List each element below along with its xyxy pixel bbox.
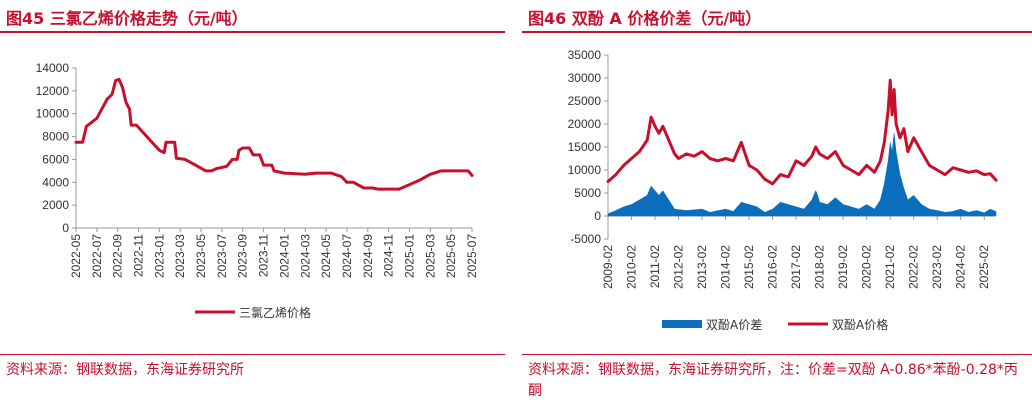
x-tick-label: 2016-02 — [766, 245, 780, 289]
title-rule — [0, 31, 505, 33]
source-rule — [0, 354, 505, 355]
y-tick-label: 15000 — [568, 140, 602, 154]
x-tick-label: 2013-02 — [695, 245, 709, 289]
x-tick-label: 2024-02 — [954, 245, 968, 289]
x-tick-label: 2023-09 — [236, 234, 250, 278]
trichloroethylene-price-chart: 0 2000 4000 6000 8000 10000 12000 14000 2022-05 2… — [36, 61, 479, 320]
x-tick-label: 2017-02 — [789, 245, 803, 289]
x-tick-label: 2025-07 — [465, 234, 479, 278]
y-tick-label: 10000 — [36, 107, 70, 121]
x-tick-label: 2023-05 — [194, 234, 208, 278]
x-tick-label: 2022-02 — [907, 245, 921, 289]
y-tick-label: 25000 — [568, 94, 602, 108]
x-tick-label: 2024-11 — [382, 234, 396, 277]
x-tick-label: 2024-05 — [319, 234, 333, 278]
x-tick-label: 2011-02 — [648, 245, 662, 288]
legend-label: 双酚A价差 — [706, 318, 762, 332]
x-tick-label: 2024-07 — [340, 234, 354, 278]
x-tick-label: 2009-02 — [601, 245, 615, 289]
x-tick-label: 2022-05 — [69, 234, 83, 278]
bisphenol-a-price-spread-chart: -5000 0 5000 10000 15000 20000 25000 30000 35000… — [568, 48, 998, 332]
x-tick-label: 2023-07 — [215, 234, 229, 278]
source-rule — [522, 354, 1032, 355]
x-tick-label: 2020-02 — [860, 245, 874, 289]
y-tick-label: -5000 — [570, 232, 601, 246]
x-tick-label: 2024-09 — [361, 234, 375, 278]
x-tick-label: 2022-09 — [111, 234, 125, 278]
x-tick-label: 2024-03 — [298, 234, 312, 278]
x-tick-label: 2023-01 — [152, 234, 166, 278]
series-area-spread — [607, 133, 997, 217]
x-tick-label: 2024-01 — [277, 234, 291, 278]
y-tick-label: 14000 — [36, 61, 70, 75]
source-note: 资料来源：钢联数据，东海证券研究所，注：价差=双酚 A-0.86*苯酚-0.28… — [528, 362, 1018, 399]
x-tick-label: 2015-02 — [742, 245, 756, 289]
y-tick-label: 6000 — [42, 152, 69, 166]
y-tick-label: 2000 — [42, 198, 69, 212]
y-tick-label: 10000 — [568, 163, 602, 177]
x-tick-label: 2025-01 — [402, 234, 416, 278]
y-tick-label: 0 — [594, 209, 601, 223]
x-tick-label: 2022-11 — [132, 234, 146, 277]
x-tick-label: 2018-02 — [813, 245, 827, 289]
x-tick-label: 2023-02 — [930, 245, 944, 289]
x-tick-label: 2022-07 — [90, 234, 104, 278]
x-tick-label: 2014-02 — [719, 245, 733, 289]
y-tick-label: 0 — [62, 221, 69, 235]
y-tick-label: 8000 — [42, 130, 69, 144]
y-tick-label: 30000 — [568, 71, 602, 85]
x-tick-label: 2021-02 — [883, 245, 897, 289]
chart-panel-left: 图45 三氯乙烯价格走势（元/吨） 0 2000 4000 6000 8000 10000… — [0, 0, 505, 406]
chart-title: 图46 双酚 A 价格价差（元/吨） — [528, 9, 762, 28]
chart-panel-right: 图46 双酚 A 价格价差（元/吨） -5000 0 5000 10000 15000 2… — [522, 0, 1032, 406]
x-tick-label: 2025-05 — [444, 234, 458, 278]
x-tick-label: 2023-11 — [257, 234, 271, 277]
y-tick-label: 5000 — [574, 186, 601, 200]
source-note: 资料来源：钢联数据，东海证券研究所 — [6, 362, 244, 378]
series-line-price — [74, 77, 474, 191]
legend-swatch — [662, 320, 702, 328]
x-tick-label: 2019-02 — [836, 245, 850, 289]
y-tick-label: 4000 — [42, 175, 69, 189]
x-tick-label: 2023-03 — [173, 234, 187, 278]
x-tick-label: 2012-02 — [672, 245, 686, 289]
y-tick-label: 20000 — [568, 117, 602, 131]
chart-title: 图45 三氯乙烯价格走势（元/吨） — [6, 9, 248, 28]
title-rule — [522, 31, 1032, 33]
legend-label: 双酚A价格 — [832, 317, 888, 332]
legend-label: 三氯乙烯价格 — [239, 305, 311, 320]
y-tick-label: 12000 — [36, 84, 70, 98]
series-line-price — [606, 78, 998, 186]
y-tick-label: 35000 — [568, 48, 602, 62]
x-tick-label: 2025-02 — [977, 245, 991, 289]
x-tick-label: 2025-03 — [423, 234, 437, 278]
x-tick-label: 2010-02 — [625, 245, 639, 289]
